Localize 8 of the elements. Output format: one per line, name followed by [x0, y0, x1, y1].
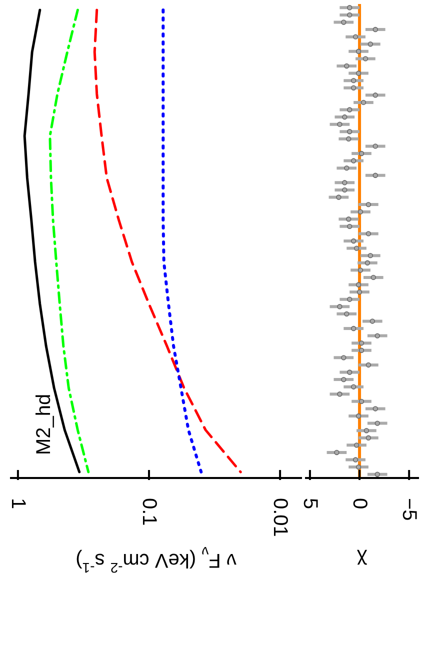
x-tick-label: −5	[398, 498, 420, 521]
x-tick-label: 0.01	[269, 498, 292, 537]
x-tick-label: 1	[6, 498, 29, 510]
x-tick-label: 0	[348, 498, 371, 510]
annotation: M2_hd	[32, 394, 56, 455]
x-tick-label: 0.1	[138, 498, 160, 526]
x-tick-label: 5	[298, 498, 321, 510]
x-axis-title: χ	[356, 549, 368, 571]
